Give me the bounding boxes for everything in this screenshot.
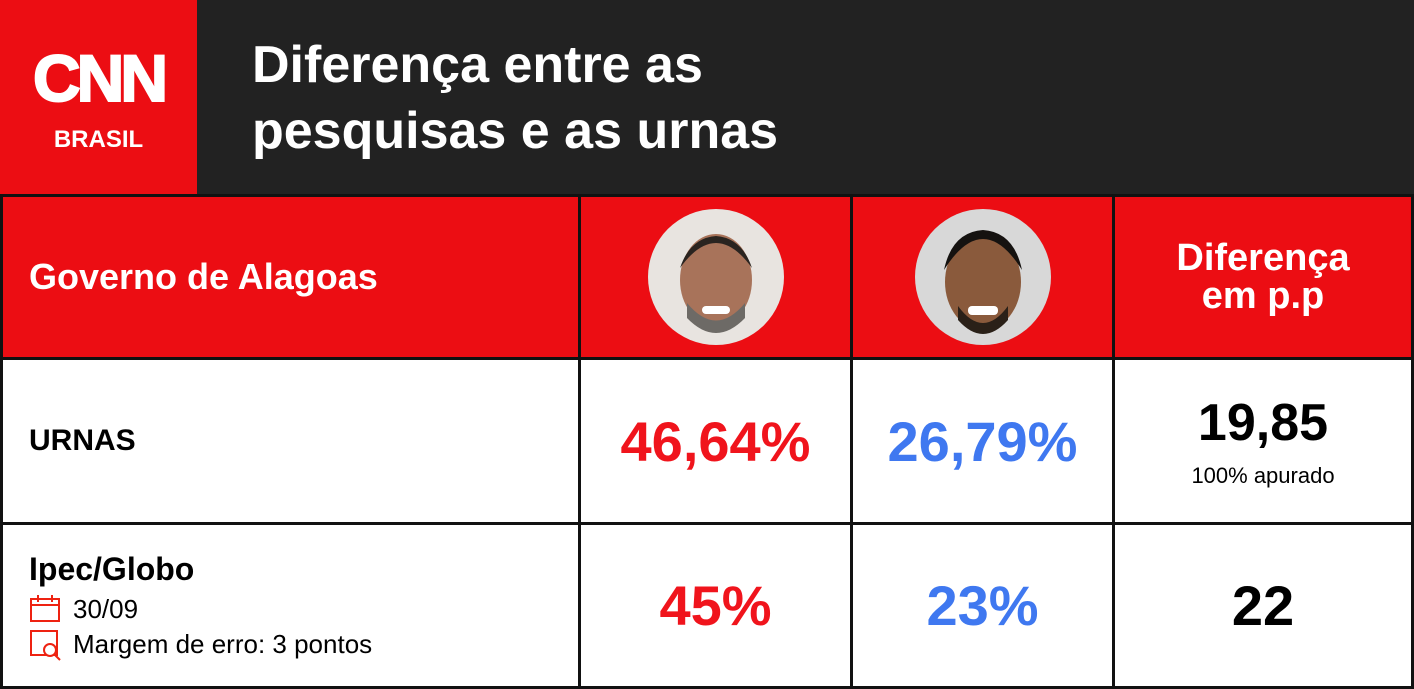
title: Diferença entre as pesquisas e as urnas: [252, 32, 778, 164]
value-text: 46,64%: [620, 409, 811, 473]
difference-note: 100% apurado: [1191, 463, 1335, 488]
title-line: Diferença entre as: [252, 36, 703, 94]
row-label-cell: Ipec/Globo 30/09 Margem de erro: 3 ponto…: [0, 522, 581, 689]
candidate-1-header: [578, 194, 853, 360]
difference-value: 19,85: [1197, 394, 1329, 452]
margin: Margem de erro: 3 pontos: [73, 629, 373, 659]
calendar-icon: [30, 595, 60, 622]
row-label-cell: URNAS: [0, 357, 581, 525]
candidate-1-value: 45%: [578, 522, 853, 689]
difference-value: 22: [1231, 574, 1295, 637]
candidate-1-value: 46,64%: [578, 357, 853, 525]
chart-icon: [30, 629, 61, 661]
date: 30/09: [73, 593, 139, 624]
difference-header: Diferença em p.p: [1112, 194, 1414, 360]
value-text: 23%: [926, 574, 1039, 637]
value-text: 45%: [659, 574, 772, 637]
logo-region: BRASIL: [53, 126, 144, 153]
difference-header-line: Diferença: [1176, 237, 1350, 279]
header-label: Governo de Alagoas: [29, 256, 378, 297]
difference-cell: 19,85 100% apurado: [1112, 357, 1414, 525]
candidate-2-value: 26,79%: [850, 357, 1115, 525]
value-text: 26,79%: [887, 409, 1078, 473]
difference-header-line: em p.p: [1201, 275, 1325, 317]
logo-brand: CNN: [32, 40, 169, 116]
candidate-2-header: [850, 194, 1115, 360]
date-line: 30/09: [29, 594, 138, 625]
row-label: Ipec/Globo: [29, 550, 195, 587]
candidate-1-photo: [647, 209, 784, 345]
difference-cell: 22: [1112, 522, 1414, 689]
logo: CNN BRASIL: [0, 0, 197, 194]
candidate-2-value: 23%: [850, 522, 1115, 689]
header-label-cell: Governo de Alagoas: [0, 194, 581, 360]
row-label: URNAS: [29, 424, 136, 457]
title-line: pesquisas e as urnas: [252, 102, 779, 160]
margin-line: Margem de erro: 3 pontos: [29, 629, 372, 661]
candidate-2-photo: [914, 209, 1051, 345]
